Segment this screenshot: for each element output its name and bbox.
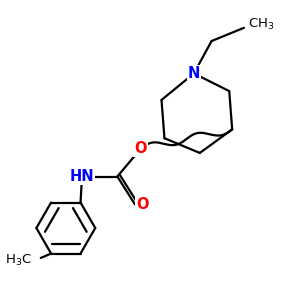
Text: O: O (135, 141, 147, 156)
Text: O: O (136, 197, 148, 212)
Text: H$_3$C: H$_3$C (5, 253, 32, 268)
Text: CH$_3$: CH$_3$ (248, 17, 275, 32)
Text: HN: HN (70, 169, 94, 184)
Text: N: N (188, 66, 200, 81)
